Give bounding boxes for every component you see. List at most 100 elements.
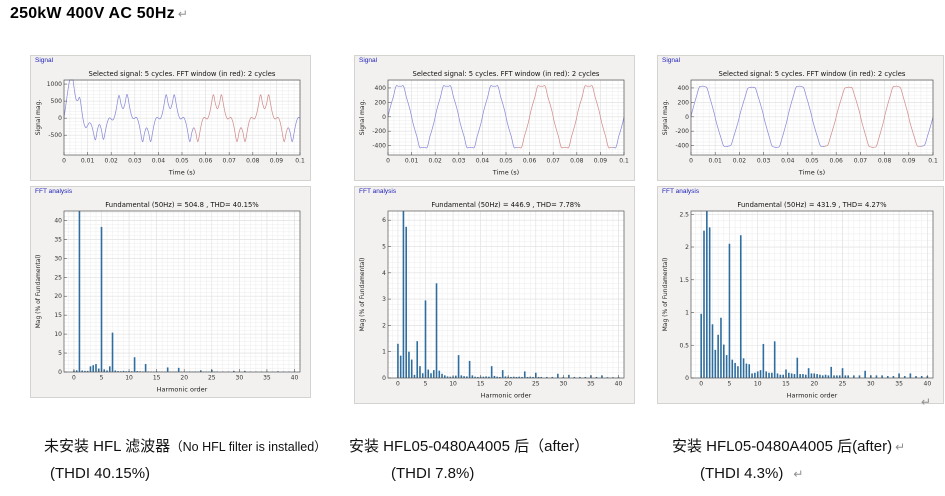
svg-text:0: 0 bbox=[382, 375, 386, 382]
caption-2-line-1: 安装 HFL05-0480A4005 后（after） bbox=[349, 435, 592, 456]
svg-text:15: 15 bbox=[54, 312, 62, 319]
fft-group-label-1: FFT analysis bbox=[35, 188, 73, 195]
svg-text:20: 20 bbox=[54, 293, 62, 300]
panel-column-1: Signal 0 0.01 0.02 0.03 0.04 0.05 0.06 0.07 0.08… bbox=[30, 55, 311, 403]
svg-text:Fundamental (50Hz) = 446.9 , T: Fundamental (50Hz) = 446.9 , THD= 7.78% bbox=[431, 201, 581, 209]
page-title: 250kW 400V AC 50Hz ↵ bbox=[10, 5, 188, 23]
svg-text:0: 0 bbox=[58, 369, 62, 376]
svg-text:0.05: 0.05 bbox=[499, 158, 513, 165]
svg-text:Signal mag.: Signal mag. bbox=[35, 100, 42, 136]
svg-text:0: 0 bbox=[699, 381, 703, 388]
caption-3-line-1: 安装 HFL05-0480A4005 后(after) ↵ bbox=[672, 435, 905, 456]
svg-text:40: 40 bbox=[291, 375, 299, 382]
svg-text:0.09: 0.09 bbox=[270, 158, 284, 165]
fft-group-label-3: FFT analysis bbox=[662, 188, 700, 195]
svg-text:25: 25 bbox=[532, 381, 540, 388]
fft-plot-panel-1: 0 5 10 15 20 25 30 35 40 0 5 10 15 20 25 30 35 40 Fundamen… bbox=[35, 201, 301, 394]
svg-text:0: 0 bbox=[382, 114, 386, 121]
svg-text:0.02: 0.02 bbox=[733, 158, 747, 165]
svg-text:0.07: 0.07 bbox=[223, 158, 237, 165]
svg-text:Selected signal: 5 cycles. FFT: Selected signal: 5 cycles. FFT window (i… bbox=[413, 70, 600, 78]
svg-text:-200: -200 bbox=[372, 128, 386, 135]
caption-3-thdi: (THDI 4.3%) bbox=[700, 465, 784, 482]
svg-text:3: 3 bbox=[382, 296, 386, 303]
svg-text:1: 1 bbox=[685, 310, 689, 317]
svg-text:10: 10 bbox=[754, 381, 762, 388]
svg-text:0.03: 0.03 bbox=[757, 158, 771, 165]
svg-text:6: 6 bbox=[382, 217, 386, 224]
signal-group-label-2: Signal bbox=[359, 57, 378, 64]
svg-text:0: 0 bbox=[685, 114, 689, 121]
svg-text:Signal mag.: Signal mag. bbox=[359, 100, 366, 136]
svg-text:0: 0 bbox=[689, 158, 693, 165]
svg-text:Mag (% of Fundamental): Mag (% of Fundamental) bbox=[359, 258, 366, 332]
signal-plot-panel-2: 0 0.01 0.02 0.03 0.04 0.05 0.06 0.07 0.08 0.09 0.1… bbox=[359, 70, 629, 177]
caption-2-thdi: (THDI 7.8%) bbox=[391, 465, 475, 482]
svg-text:0.09: 0.09 bbox=[902, 158, 916, 165]
caption-2-line-2: (THDI 7.8%) bbox=[391, 465, 592, 482]
svg-text:10: 10 bbox=[125, 375, 133, 382]
svg-text:400: 400 bbox=[375, 85, 387, 92]
svg-text:0: 0 bbox=[386, 158, 390, 165]
svg-text:4: 4 bbox=[382, 270, 386, 277]
svg-text:5: 5 bbox=[58, 350, 62, 357]
svg-text:Selected signal: 5 cycles. FFT: Selected signal: 5 cycles. FFT window (i… bbox=[719, 70, 906, 78]
svg-text:2.5: 2.5 bbox=[679, 211, 689, 218]
fft-window-3: FFT analysis 0 5 10 15 20 25 30 35 40 0 0.5 1 1.5 2 2.… bbox=[657, 186, 944, 404]
svg-text:40: 40 bbox=[54, 217, 62, 224]
caption-panel-2: 安装 HFL05-0480A4005 后（after） (THDI 7.8%) bbox=[349, 435, 592, 482]
svg-text:35: 35 bbox=[54, 236, 62, 243]
svg-text:0.06: 0.06 bbox=[830, 158, 844, 165]
svg-text:Mag (% of Fundamental): Mag (% of Fundamental) bbox=[662, 258, 669, 332]
svg-text:2: 2 bbox=[382, 322, 386, 329]
svg-text:30: 30 bbox=[54, 255, 62, 262]
svg-text:Signal mag.: Signal mag. bbox=[662, 100, 669, 136]
caption-panel-3: 安装 HFL05-0480A4005 后(after) ↵ (THDI 4.3%)… bbox=[672, 435, 905, 482]
fft-window-1: FFT analysis 0 5 10 15 20 25 30 35 40 0 5 10 15 20 25 3… bbox=[30, 186, 311, 398]
svg-text:0.04: 0.04 bbox=[476, 158, 490, 165]
svg-text:0.01: 0.01 bbox=[405, 158, 419, 165]
svg-text:0: 0 bbox=[396, 381, 400, 388]
signal-plot-panel-1: 0 0.01 0.02 0.03 0.04 0.05 0.06 0.07 0.08 0.09 0.1… bbox=[35, 70, 305, 177]
return-mark-icon: ↵ bbox=[177, 7, 189, 21]
svg-text:0.01: 0.01 bbox=[709, 158, 723, 165]
svg-text:30: 30 bbox=[867, 381, 875, 388]
svg-text:0: 0 bbox=[62, 158, 66, 165]
svg-text:0.07: 0.07 bbox=[854, 158, 868, 165]
svg-text:0.06: 0.06 bbox=[523, 158, 537, 165]
svg-text:-500: -500 bbox=[48, 132, 62, 139]
caption-1-line-2: (THDI 40.15%) bbox=[50, 465, 330, 482]
svg-text:Time (s): Time (s) bbox=[492, 169, 519, 177]
return-mark-icon: ↵ bbox=[793, 467, 804, 481]
svg-text:5: 5 bbox=[424, 381, 428, 388]
svg-text:5: 5 bbox=[100, 375, 104, 382]
svg-text:0.04: 0.04 bbox=[152, 158, 166, 165]
svg-text:0.03: 0.03 bbox=[452, 158, 466, 165]
svg-text:0.04: 0.04 bbox=[781, 158, 795, 165]
svg-text:25: 25 bbox=[839, 381, 847, 388]
svg-text:0.03: 0.03 bbox=[128, 158, 142, 165]
svg-text:0.06: 0.06 bbox=[199, 158, 213, 165]
svg-text:15: 15 bbox=[153, 375, 161, 382]
svg-text:0.1: 0.1 bbox=[619, 158, 629, 165]
svg-text:0: 0 bbox=[685, 375, 689, 382]
svg-text:0.08: 0.08 bbox=[570, 158, 584, 165]
caption-2-main: 安装 HFL05-0480A4005 后（after） bbox=[349, 438, 590, 455]
svg-text:-400: -400 bbox=[372, 143, 386, 150]
svg-text:0.07: 0.07 bbox=[547, 158, 561, 165]
signal-window-1: Signal 0 0.01 0.02 0.03 0.04 0.05 0.06 0.07 0.08… bbox=[30, 55, 311, 181]
svg-text:2: 2 bbox=[685, 244, 689, 251]
svg-text:35: 35 bbox=[895, 381, 903, 388]
svg-text:400: 400 bbox=[678, 85, 690, 92]
svg-text:0: 0 bbox=[72, 375, 76, 382]
svg-text:20: 20 bbox=[504, 381, 512, 388]
svg-text:10: 10 bbox=[449, 381, 457, 388]
svg-text:0.08: 0.08 bbox=[878, 158, 892, 165]
caption-1-sub: （No HFL filter is installed） bbox=[170, 440, 327, 454]
svg-text:5: 5 bbox=[382, 244, 386, 251]
svg-text:Time (s): Time (s) bbox=[168, 169, 195, 177]
panel-column-3: Signal 0 0.01 0.02 0.03 0.04 0.05 0.06 0.07 0.08… bbox=[657, 55, 944, 409]
panel-column-2: Signal 0 0.01 0.02 0.03 0.04 0.05 0.06 0.07 0.08… bbox=[354, 55, 635, 409]
svg-text:15: 15 bbox=[782, 381, 790, 388]
